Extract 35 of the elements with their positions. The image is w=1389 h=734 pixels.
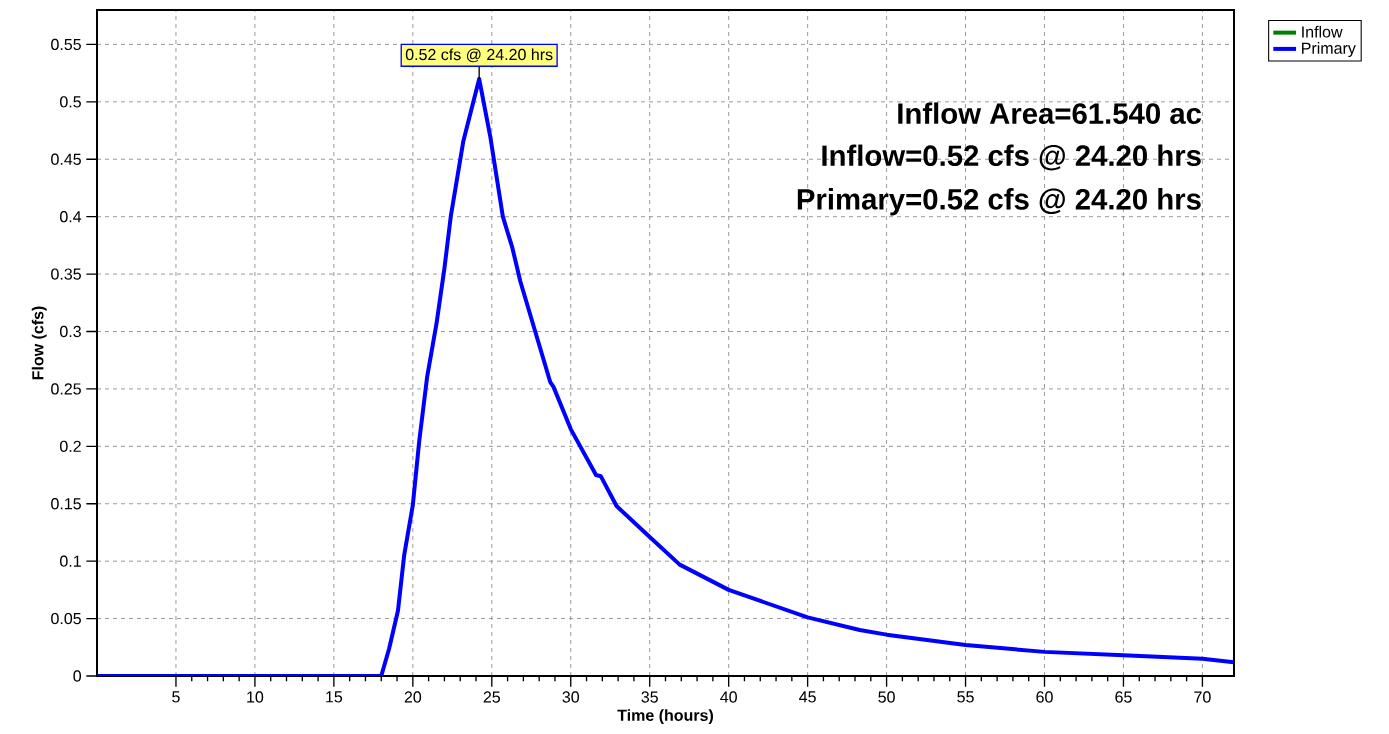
x-tick-label: 10 [247, 691, 264, 703]
y-tick-label: 0.3 [60, 325, 81, 338]
y-tick-label: 0.05 [51, 612, 81, 625]
legend-label: Primary [1302, 42, 1356, 58]
x-tick-label: 65 [1115, 691, 1132, 703]
x-tick-label: 20 [404, 691, 422, 703]
y-tick-label: 0.45 [51, 153, 81, 165]
annotation: Inflow=0.52 cfs @ 24.20 hrs [822, 144, 1201, 171]
y-tick-label: 0.55 [51, 38, 81, 51]
x-tick-label: 70 [1194, 691, 1211, 703]
x-tick-label: 50 [878, 691, 895, 703]
annotation: 0.52 cfs @ 24.20 hrs [405, 48, 553, 63]
x-tick-label: 35 [641, 691, 658, 703]
y-tick-label: 0.5 [60, 96, 81, 108]
y-tick-label: 0 [73, 670, 82, 682]
x-tick-label: 60 [1036, 691, 1053, 703]
y-tick-label: 0.15 [51, 498, 81, 510]
y-tick-label: 0.4 [60, 211, 82, 223]
y-axis-title: Flow (cfs) [31, 306, 47, 380]
x-tick-label: 40 [720, 691, 737, 703]
x-tick-label: 45 [799, 691, 816, 703]
annotation: Primary=0.52 cfs @ 24.20 hrs [797, 188, 1201, 216]
legend-label: Inflow [1302, 25, 1343, 38]
x-tick-label: 55 [957, 691, 974, 703]
line-series [97, 76, 1234, 676]
annotation: Inflow Area=61.540 ac [898, 102, 1202, 124]
y-tick-label: 0.35 [51, 268, 81, 280]
x-axis-title: Time (hours) [617, 709, 714, 725]
x-tick-label: 25 [483, 691, 501, 703]
x-tick-label: 5 [172, 691, 180, 703]
y-tick-label: 0.25 [51, 383, 81, 395]
y-tick-label: 0.1 [60, 555, 81, 567]
x-tick-label: 15 [326, 691, 343, 703]
y-tick-label: 0.2 [60, 440, 81, 452]
x-tick-label: 30 [562, 691, 580, 703]
